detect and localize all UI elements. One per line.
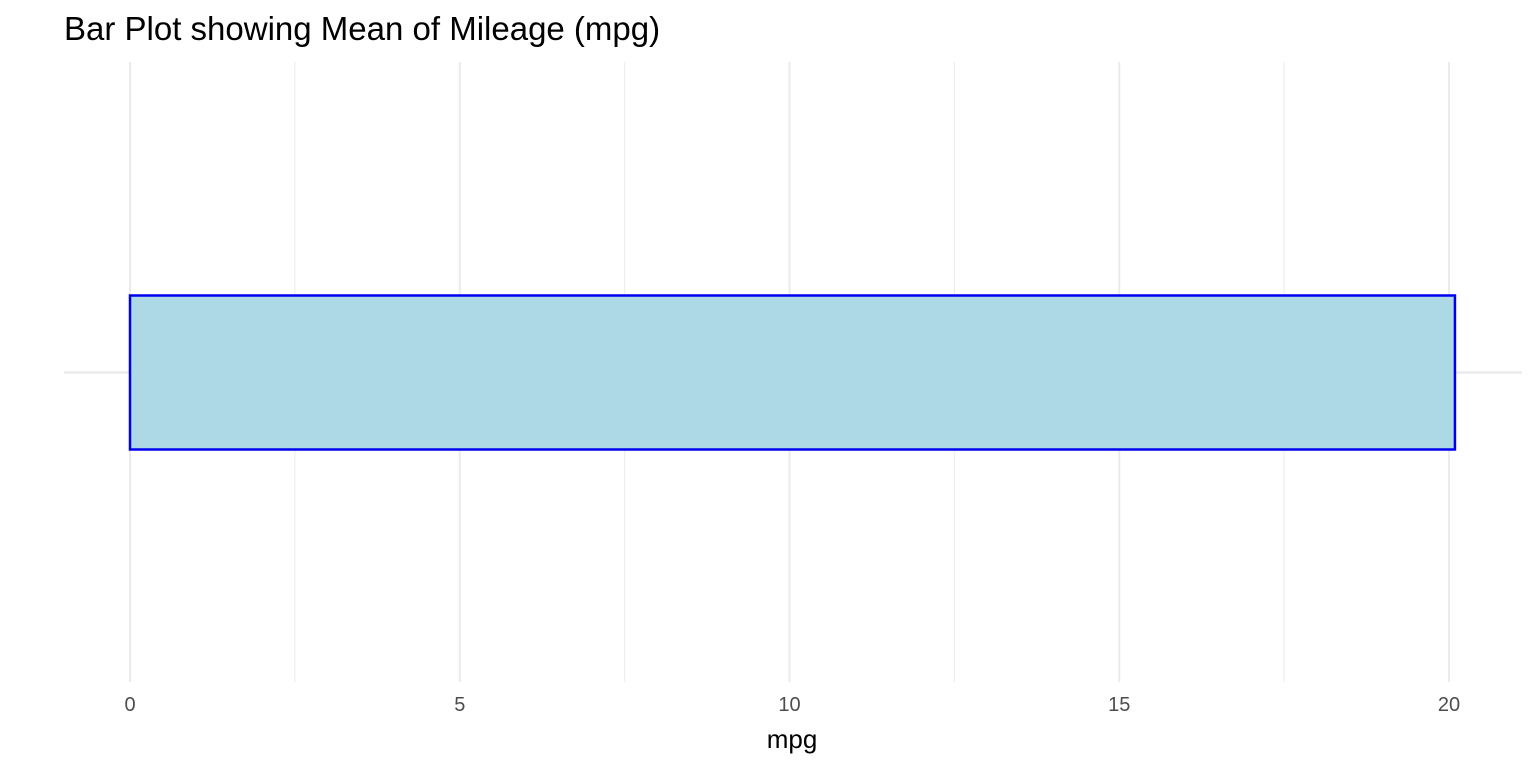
x-tick-label: 5 (454, 694, 465, 716)
x-tick-label: 0 (124, 694, 135, 716)
x-tick-label: 10 (778, 694, 800, 716)
bar (128, 294, 1457, 451)
x-tick-labels: 0 5 10 15 20 (124, 694, 1460, 716)
x-tick-label: 20 (1438, 694, 1460, 716)
bar-layer (128, 294, 1457, 451)
chart-title: Bar Plot showing Mean of Mileage (mpg) (64, 10, 661, 47)
x-axis-title: mpg (767, 724, 818, 754)
x-tick-label: 15 (1108, 694, 1130, 716)
